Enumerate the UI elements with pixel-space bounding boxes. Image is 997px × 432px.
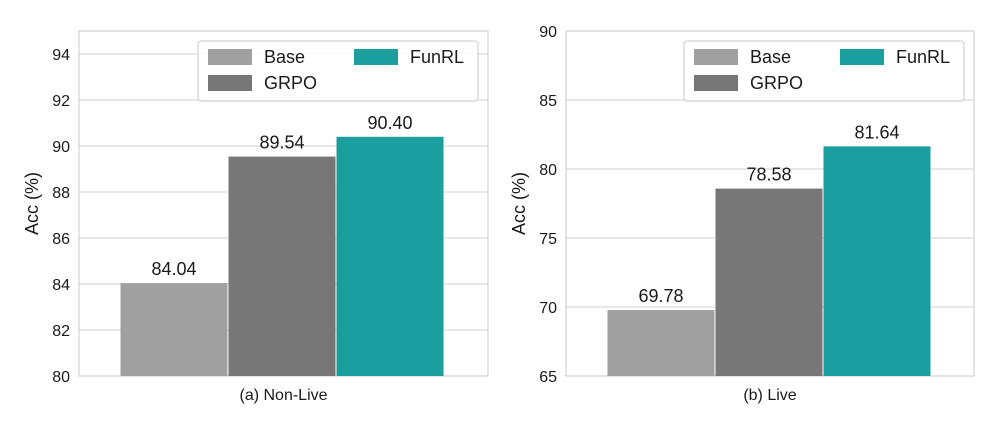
- legend: Base GRPO FunRL: [197, 40, 479, 102]
- bar-value-label: 90.40: [367, 113, 412, 133]
- legend-label-base: Base: [264, 47, 305, 67]
- y-tick-label: 90: [52, 139, 70, 156]
- y-tick-label: 82: [52, 323, 70, 340]
- bar-base: [120, 283, 228, 376]
- legend-swatch-base: [694, 49, 738, 65]
- legend-label-funrl: FunRL: [896, 47, 950, 67]
- chart-panel-2: 65 70 75 80 85 90 69.78 78.58 81.64 Acc (%) (b) Li…: [509, 24, 975, 404]
- y-tick-label: 84: [52, 277, 70, 294]
- x-category-label: (b) Live: [743, 387, 796, 404]
- bar-funrl: [336, 136, 444, 376]
- legend-label-base: Base: [750, 47, 791, 67]
- bar-value-label: 78.58: [746, 165, 791, 185]
- bar-value-label: 89.54: [259, 133, 304, 153]
- y-tick-label: 86: [52, 231, 70, 248]
- y-tick-label: 70: [539, 300, 557, 317]
- bar-value-label: 69.78: [638, 286, 683, 306]
- legend-box: [683, 40, 965, 102]
- y-tick-label: 94: [52, 47, 70, 64]
- y-tick-label: 90: [539, 24, 557, 41]
- y-tick-label: 92: [52, 93, 70, 110]
- chart-panel-1: 80 82 84 86 88 90 92 94 84.04 89.54 90.40 Acc (%) (a…: [22, 30, 489, 404]
- bar-value-label: 81.64: [854, 122, 899, 142]
- legend-swatch-base: [208, 49, 252, 65]
- legend-swatch-grpo: [208, 75, 252, 91]
- y-tick-label: 75: [539, 231, 557, 248]
- y-tick-label: 65: [539, 369, 557, 386]
- bar-grpo: [228, 156, 336, 376]
- legend-swatch-grpo: [694, 75, 738, 91]
- bar-value-label: 84.04: [151, 259, 196, 279]
- legend-box: [197, 40, 479, 102]
- x-category-label: (a) Non-Live: [239, 387, 327, 404]
- y-axis-label: Acc (%): [509, 172, 529, 235]
- legend-label-funrl: FunRL: [410, 47, 464, 67]
- y-tick-label: 88: [52, 185, 70, 202]
- legend-label-grpo: GRPO: [750, 73, 803, 93]
- legend-label-grpo: GRPO: [264, 73, 317, 93]
- bar-grpo: [715, 188, 823, 376]
- bar-funrl: [823, 146, 931, 376]
- legend: Base GRPO FunRL: [683, 40, 965, 102]
- legend-swatch-funrl: [840, 49, 884, 65]
- y-tick-label: 85: [539, 93, 557, 110]
- bar-base: [607, 310, 715, 376]
- y-tick-label: 80: [539, 162, 557, 179]
- legend-swatch-funrl: [354, 49, 398, 65]
- y-tick-label: 80: [52, 369, 70, 386]
- y-axis-label: Acc (%): [22, 172, 42, 235]
